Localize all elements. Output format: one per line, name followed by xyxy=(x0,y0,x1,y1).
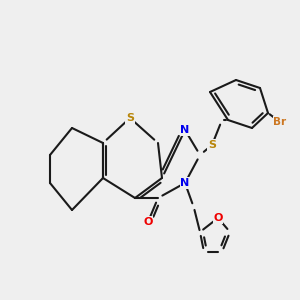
Text: S: S xyxy=(208,140,216,150)
Text: Br: Br xyxy=(273,117,286,127)
Text: O: O xyxy=(143,217,153,227)
Text: N: N xyxy=(180,125,190,135)
Text: N: N xyxy=(180,178,190,188)
Text: S: S xyxy=(126,113,134,123)
Text: O: O xyxy=(213,213,223,223)
